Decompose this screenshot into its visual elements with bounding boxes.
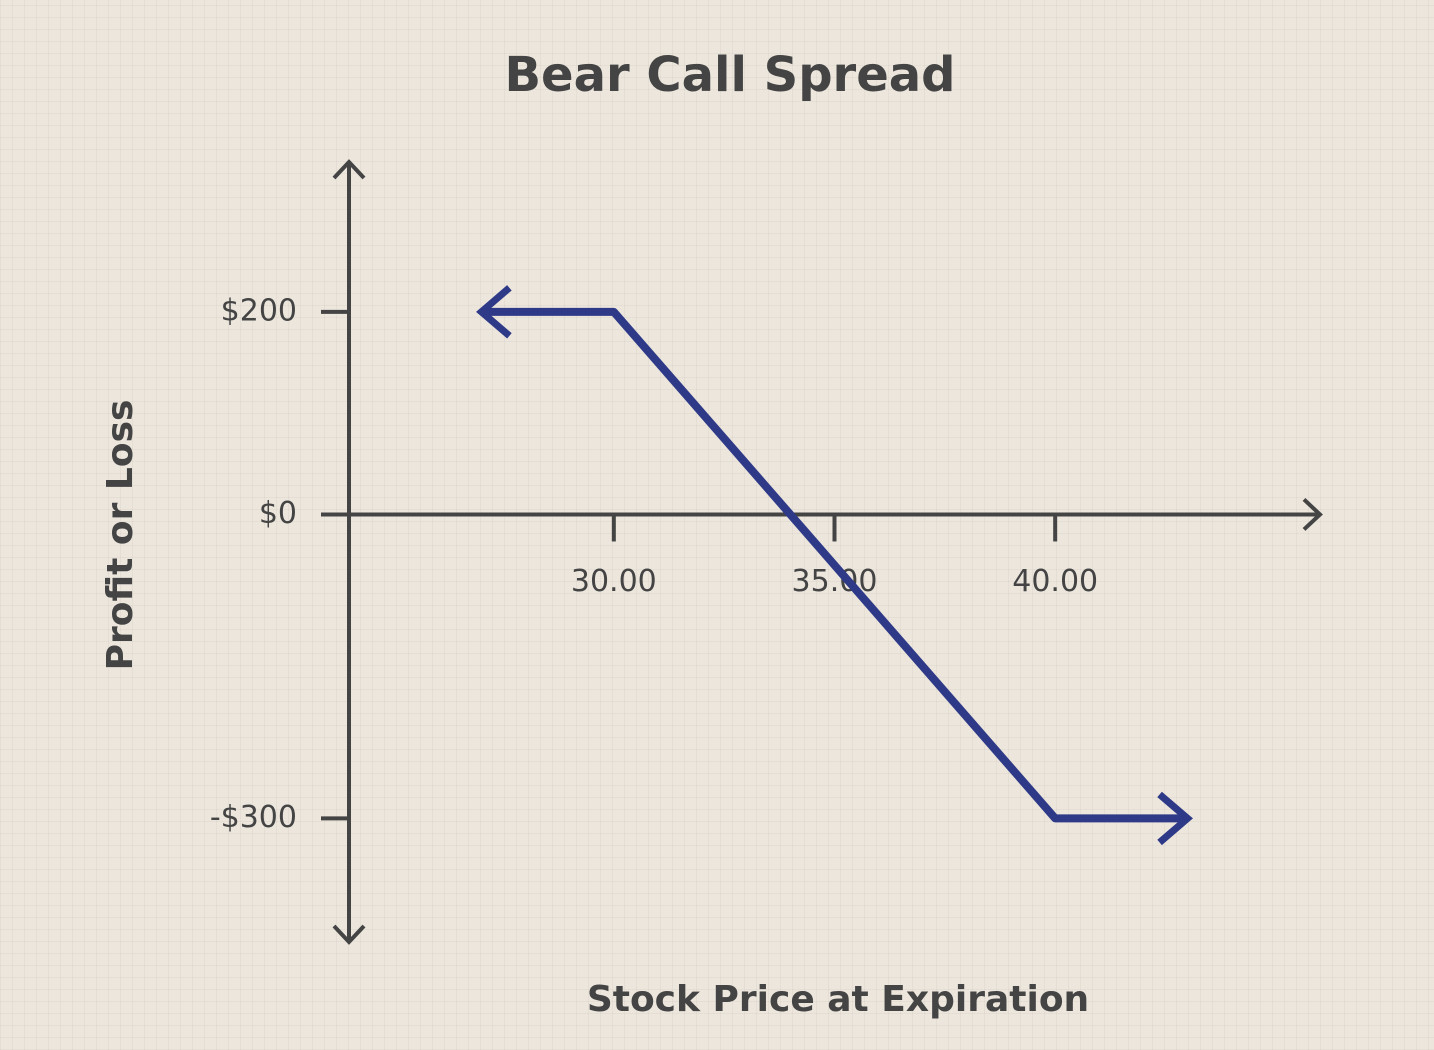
x-tick-label: 30.00 bbox=[571, 564, 657, 599]
y-tick-label: -$300 bbox=[210, 800, 297, 835]
y-axis-label: Profit or Loss bbox=[100, 400, 141, 671]
line-arrowhead bbox=[476, 285, 512, 339]
y-tick-label: $200 bbox=[221, 293, 297, 328]
x-axis-label: Stock Price at Expiration bbox=[587, 979, 1089, 1020]
line-arrowhead bbox=[1157, 791, 1193, 846]
chart-title: Bear Call Spread bbox=[504, 47, 955, 103]
x-tick-label: 40.00 bbox=[1012, 564, 1098, 599]
x-axis-arrow bbox=[1302, 498, 1323, 531]
payoff-line bbox=[481, 307, 1188, 823]
y-tick-label: $0 bbox=[259, 496, 297, 531]
y-axis-arrow bbox=[332, 924, 366, 945]
y-axis-arrow bbox=[332, 159, 366, 180]
